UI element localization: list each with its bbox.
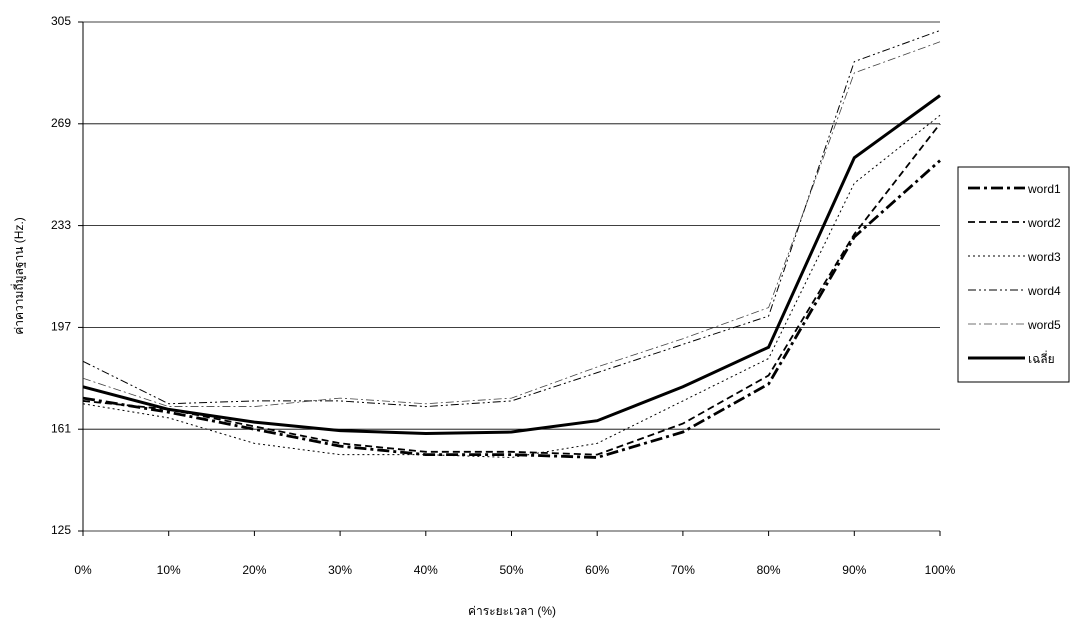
series-line <box>82 114 941 458</box>
x-axis-title: ค่าระยะเวลา (%) <box>468 604 556 618</box>
y-tick-label: 305 <box>51 14 71 28</box>
legend-label: word3 <box>1027 250 1061 264</box>
y-tick-label: 269 <box>51 116 71 130</box>
x-tick-label: 70% <box>671 563 695 577</box>
legend-label: เฉลี่ย <box>1028 350 1055 366</box>
legend-label: word2 <box>1027 216 1061 230</box>
y-axis-title: ค่าความถี่มูลฐาน (Hz.) <box>10 217 27 335</box>
x-tick-label: 10% <box>157 563 181 577</box>
series-line <box>82 41 941 407</box>
legend-label: word4 <box>1027 284 1061 298</box>
x-tick-label: 60% <box>585 563 609 577</box>
y-tick-label: 233 <box>51 218 71 232</box>
x-tick-label: 40% <box>414 563 438 577</box>
x-tick-label: 50% <box>499 563 523 577</box>
series-line <box>82 94 941 435</box>
series-line <box>82 30 941 408</box>
legend-box <box>957 166 1070 383</box>
legend-label: word5 <box>1027 318 1061 332</box>
series-line <box>82 159 941 459</box>
series-line <box>82 123 941 456</box>
y-tick-label: 125 <box>51 523 71 537</box>
y-tick-label: 197 <box>51 320 71 334</box>
x-tick-label: 30% <box>328 563 352 577</box>
y-tick-label: 161 <box>51 421 71 435</box>
x-tick-label: 80% <box>757 563 781 577</box>
x-tick-label: 100% <box>925 563 956 577</box>
x-tick-label: 20% <box>242 563 266 577</box>
x-tick-label: 90% <box>842 563 866 577</box>
legend-label: word1 <box>1027 182 1061 196</box>
x-tick-label: 0% <box>74 563 92 577</box>
